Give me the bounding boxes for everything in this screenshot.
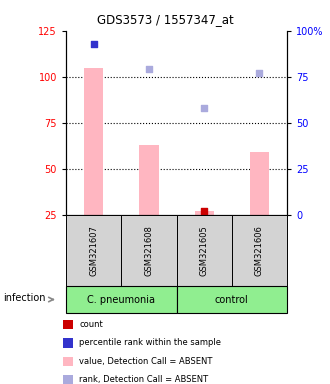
Text: GDS3573 / 1557347_at: GDS3573 / 1557347_at: [97, 13, 233, 26]
Point: [146, 66, 151, 73]
Text: control: control: [215, 295, 249, 305]
Bar: [139, 145, 159, 215]
Text: count: count: [79, 320, 103, 329]
Text: infection: infection: [3, 293, 46, 303]
Text: GSM321608: GSM321608: [145, 225, 153, 276]
Point: [202, 105, 207, 111]
Point: [91, 41, 96, 47]
Text: value, Detection Call = ABSENT: value, Detection Call = ABSENT: [79, 357, 213, 366]
Text: C. pneumonia: C. pneumonia: [87, 295, 155, 305]
Text: GSM321607: GSM321607: [89, 225, 98, 276]
Point: [202, 208, 207, 214]
Text: GSM321605: GSM321605: [200, 225, 209, 276]
Bar: [84, 68, 103, 215]
Point: [257, 70, 262, 76]
Bar: [194, 211, 214, 215]
Text: rank, Detection Call = ABSENT: rank, Detection Call = ABSENT: [79, 375, 208, 384]
Bar: [250, 152, 269, 215]
Text: percentile rank within the sample: percentile rank within the sample: [79, 338, 221, 348]
Text: GSM321606: GSM321606: [255, 225, 264, 276]
